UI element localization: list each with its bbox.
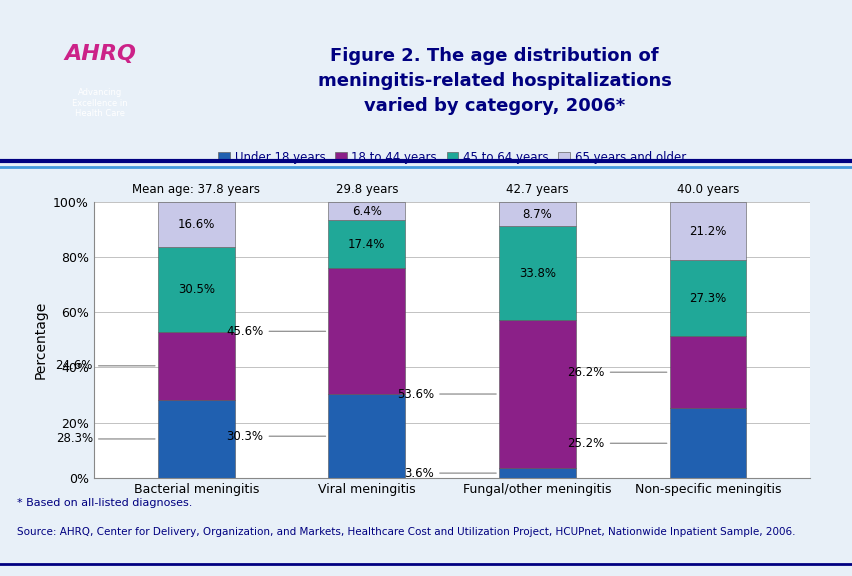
Text: 33.8%: 33.8% <box>518 267 556 280</box>
Bar <box>158 202 234 248</box>
Bar <box>158 332 234 400</box>
Text: Advancing
Excellence in
Health Care: Advancing Excellence in Health Care <box>72 88 128 118</box>
Text: 17.4%: 17.4% <box>348 238 385 251</box>
Y-axis label: Percentage: Percentage <box>33 301 48 379</box>
Text: 28.3%: 28.3% <box>55 433 155 445</box>
Text: 26.2%: 26.2% <box>567 366 666 378</box>
Text: 53.6%: 53.6% <box>396 388 496 400</box>
Text: 16.6%: 16.6% <box>177 218 215 231</box>
Text: * Based on all-listed diagnoses.: * Based on all-listed diagnoses. <box>17 498 193 508</box>
Text: 27.3%: 27.3% <box>688 291 726 305</box>
Text: 21.2%: 21.2% <box>688 225 726 238</box>
Text: 29.8 years: 29.8 years <box>335 183 398 196</box>
Text: 40.0 years: 40.0 years <box>676 183 739 196</box>
Bar <box>158 400 234 478</box>
Text: 6.4%: 6.4% <box>351 205 382 218</box>
Text: 30.5%: 30.5% <box>177 283 215 296</box>
Text: Mean age: 37.8 years: Mean age: 37.8 years <box>132 183 260 196</box>
Bar <box>158 248 234 332</box>
Bar <box>328 268 405 395</box>
Bar <box>498 226 575 320</box>
Text: 45.6%: 45.6% <box>226 325 325 338</box>
Bar <box>498 202 575 226</box>
Text: 24.6%: 24.6% <box>55 359 155 372</box>
Legend: Under 18 years, 18 to 44 years, 45 to 64 years, 65 years and older: Under 18 years, 18 to 44 years, 45 to 64… <box>213 147 690 169</box>
Bar <box>328 395 405 478</box>
Text: 42.7 years: 42.7 years <box>505 183 568 196</box>
Text: Source: AHRQ, Center for Delivery, Organization, and Markets, Healthcare Cost an: Source: AHRQ, Center for Delivery, Organ… <box>17 527 795 537</box>
Bar <box>498 320 575 468</box>
Bar <box>669 336 746 408</box>
Bar <box>498 468 575 478</box>
Bar <box>669 202 746 260</box>
Bar <box>669 408 746 478</box>
Text: 8.7%: 8.7% <box>522 208 551 221</box>
Bar <box>328 202 405 220</box>
Text: 30.3%: 30.3% <box>227 430 325 443</box>
Text: AHRQ: AHRQ <box>64 44 135 64</box>
Text: 3.6%: 3.6% <box>404 467 496 480</box>
Bar <box>328 220 405 268</box>
Text: Figure 2. The age distribution of
meningitis-related hospitalizations
varied by : Figure 2. The age distribution of mening… <box>318 47 671 115</box>
Bar <box>669 260 746 336</box>
Text: 25.2%: 25.2% <box>567 437 666 450</box>
